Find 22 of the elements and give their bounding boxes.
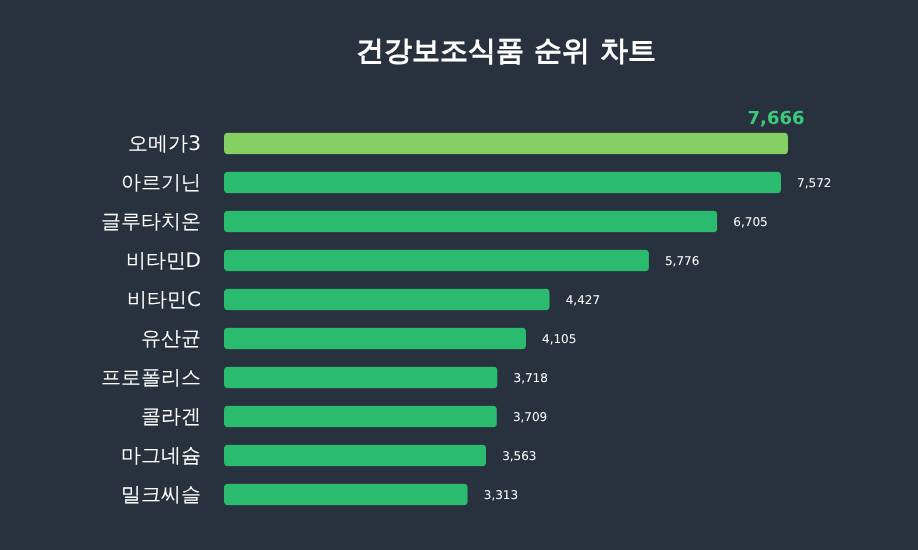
bar [224,483,468,506]
bar [224,288,550,311]
data-label: 7,666 [747,109,805,130]
bar [224,366,498,389]
bar [224,210,718,233]
y-tick-label: 프로폴리스 [101,367,201,390]
bar [224,444,487,467]
chart-title: 건강보조식품 순위 차트 [356,35,656,68]
bar [224,132,788,155]
y-tick-label: 마그네슘 [121,445,201,468]
bar [224,249,649,272]
y-tick-label: 오메가3 [128,133,201,156]
y-tick-label: 비타민D [125,250,202,273]
y-tick-label: 아르기닌 [121,172,201,195]
y-tick-label: 비타민C [127,289,202,312]
y-tick-label: 글루타치온 [101,211,201,234]
bar [224,171,782,194]
bar [224,327,527,350]
y-tick-label: 콜라겐 [141,406,201,429]
y-tick-label: 유산균 [141,328,201,351]
y-tick-label: 밀크씨슬 [121,484,201,507]
bar [224,405,497,428]
